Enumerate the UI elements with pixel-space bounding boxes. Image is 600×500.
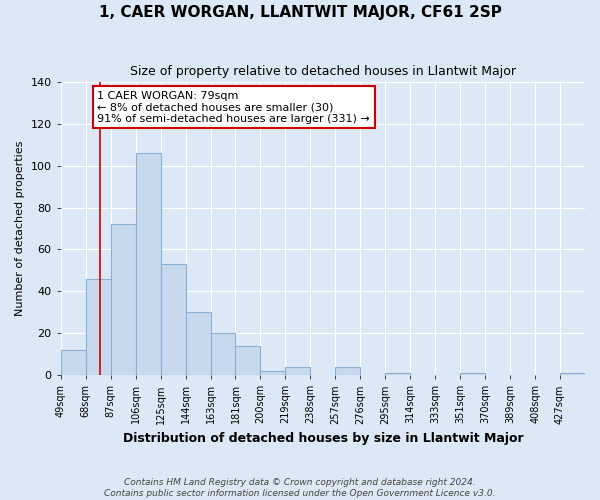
Bar [110,224,136,375]
Text: 1 CAER WORGAN: 79sqm
← 8% of detached houses are smaller (30)
91% of semi-detach: 1 CAER WORGAN: 79sqm ← 8% of detached ho… [97,90,370,124]
Y-axis label: Number of detached properties: Number of detached properties [15,141,25,316]
Bar [286,367,310,375]
Bar [136,153,161,375]
Bar [260,371,286,375]
Text: Contains HM Land Registry data © Crown copyright and database right 2024.
Contai: Contains HM Land Registry data © Crown c… [104,478,496,498]
Bar [185,312,211,375]
Bar [61,350,86,375]
X-axis label: Distribution of detached houses by size in Llantwit Major: Distribution of detached houses by size … [122,432,523,445]
Bar [385,373,410,375]
Bar [460,373,485,375]
Text: 1, CAER WORGAN, LLANTWIT MAJOR, CF61 2SP: 1, CAER WORGAN, LLANTWIT MAJOR, CF61 2SP [98,5,502,20]
Title: Size of property relative to detached houses in Llantwit Major: Size of property relative to detached ho… [130,65,516,78]
Bar [335,367,361,375]
Bar [161,264,185,375]
Bar [235,346,260,375]
Bar [560,373,585,375]
Bar [211,334,235,375]
Bar [86,279,110,375]
